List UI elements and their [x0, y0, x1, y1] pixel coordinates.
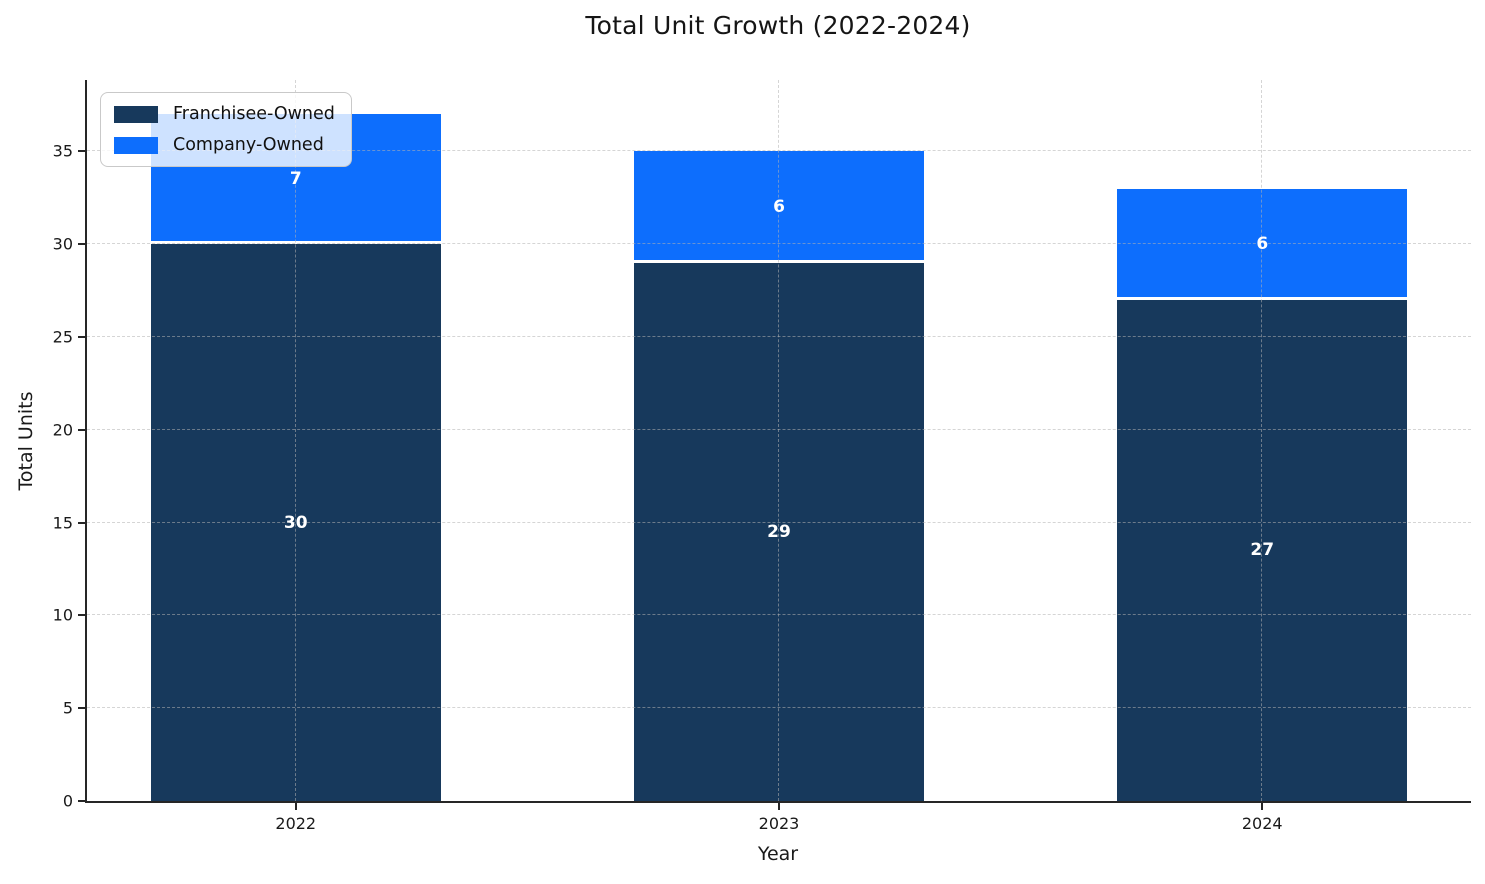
bar-segment-2024-company-owned	[1117, 188, 1408, 300]
plot-area: Franchisee-Owned Company-Owned 0 5 10 15 20 2…	[53, 80, 1471, 833]
x-tick-label: 2024	[1241, 814, 1283, 833]
bar-value-label: 6	[1256, 234, 1269, 255]
x-tick-label: 2023	[758, 814, 800, 833]
y-tick-mark	[78, 707, 85, 710]
y-tick-label: 35	[52, 141, 73, 161]
x-tick-label: 2022	[275, 814, 317, 833]
bar-value-label: 7	[289, 169, 302, 190]
legend-swatch-company-owned	[114, 136, 158, 154]
legend-label-company-owned: Company-Owned	[173, 135, 324, 155]
y-tick-label: 0	[62, 791, 73, 811]
bar-segment-2022-franchisee-owned	[150, 244, 441, 801]
bar-value-label: 30	[283, 512, 308, 533]
y-tick-label: 15	[52, 513, 73, 533]
y-axis-title: Total Units	[15, 391, 37, 491]
x-tick-mark	[294, 803, 297, 810]
bar-value-label: 27	[1250, 540, 1275, 561]
bar-value-label: 29	[767, 521, 791, 542]
legend-item-company-owned: Company-Owned	[114, 135, 335, 155]
x-axis-title: Year	[757, 843, 799, 865]
y-tick-mark	[78, 428, 85, 431]
bar-value-label: 6	[773, 197, 785, 218]
x-tick-mark	[1261, 803, 1264, 810]
legend-label-franchisee-owned: Franchisee-Owned	[173, 104, 335, 124]
legend-item-franchisee-owned: Franchisee-Owned	[114, 104, 335, 124]
chart-title: Total Unit Growth (2022-2024)	[585, 11, 971, 40]
y-tick-label: 30	[52, 234, 73, 254]
bar-segment-2024-franchisee-owned	[1117, 299, 1408, 801]
y-tick-label: 10	[52, 605, 73, 625]
x-tick-mark	[778, 803, 780, 810]
y-tick-mark	[78, 150, 85, 153]
y-tick-mark	[78, 336, 85, 339]
y-tick-mark	[78, 521, 85, 524]
y-tick-mark	[78, 614, 85, 617]
y-tick-label: 20	[52, 420, 73, 440]
y-tick-label: 5	[62, 698, 73, 718]
y-tick-mark	[78, 243, 85, 246]
y-tick-mark	[78, 800, 85, 802]
y-tick-label: 25	[52, 327, 73, 347]
legend: Franchisee-Owned Company-Owned	[100, 92, 352, 167]
legend-swatch-franchisee-owned	[114, 105, 158, 123]
